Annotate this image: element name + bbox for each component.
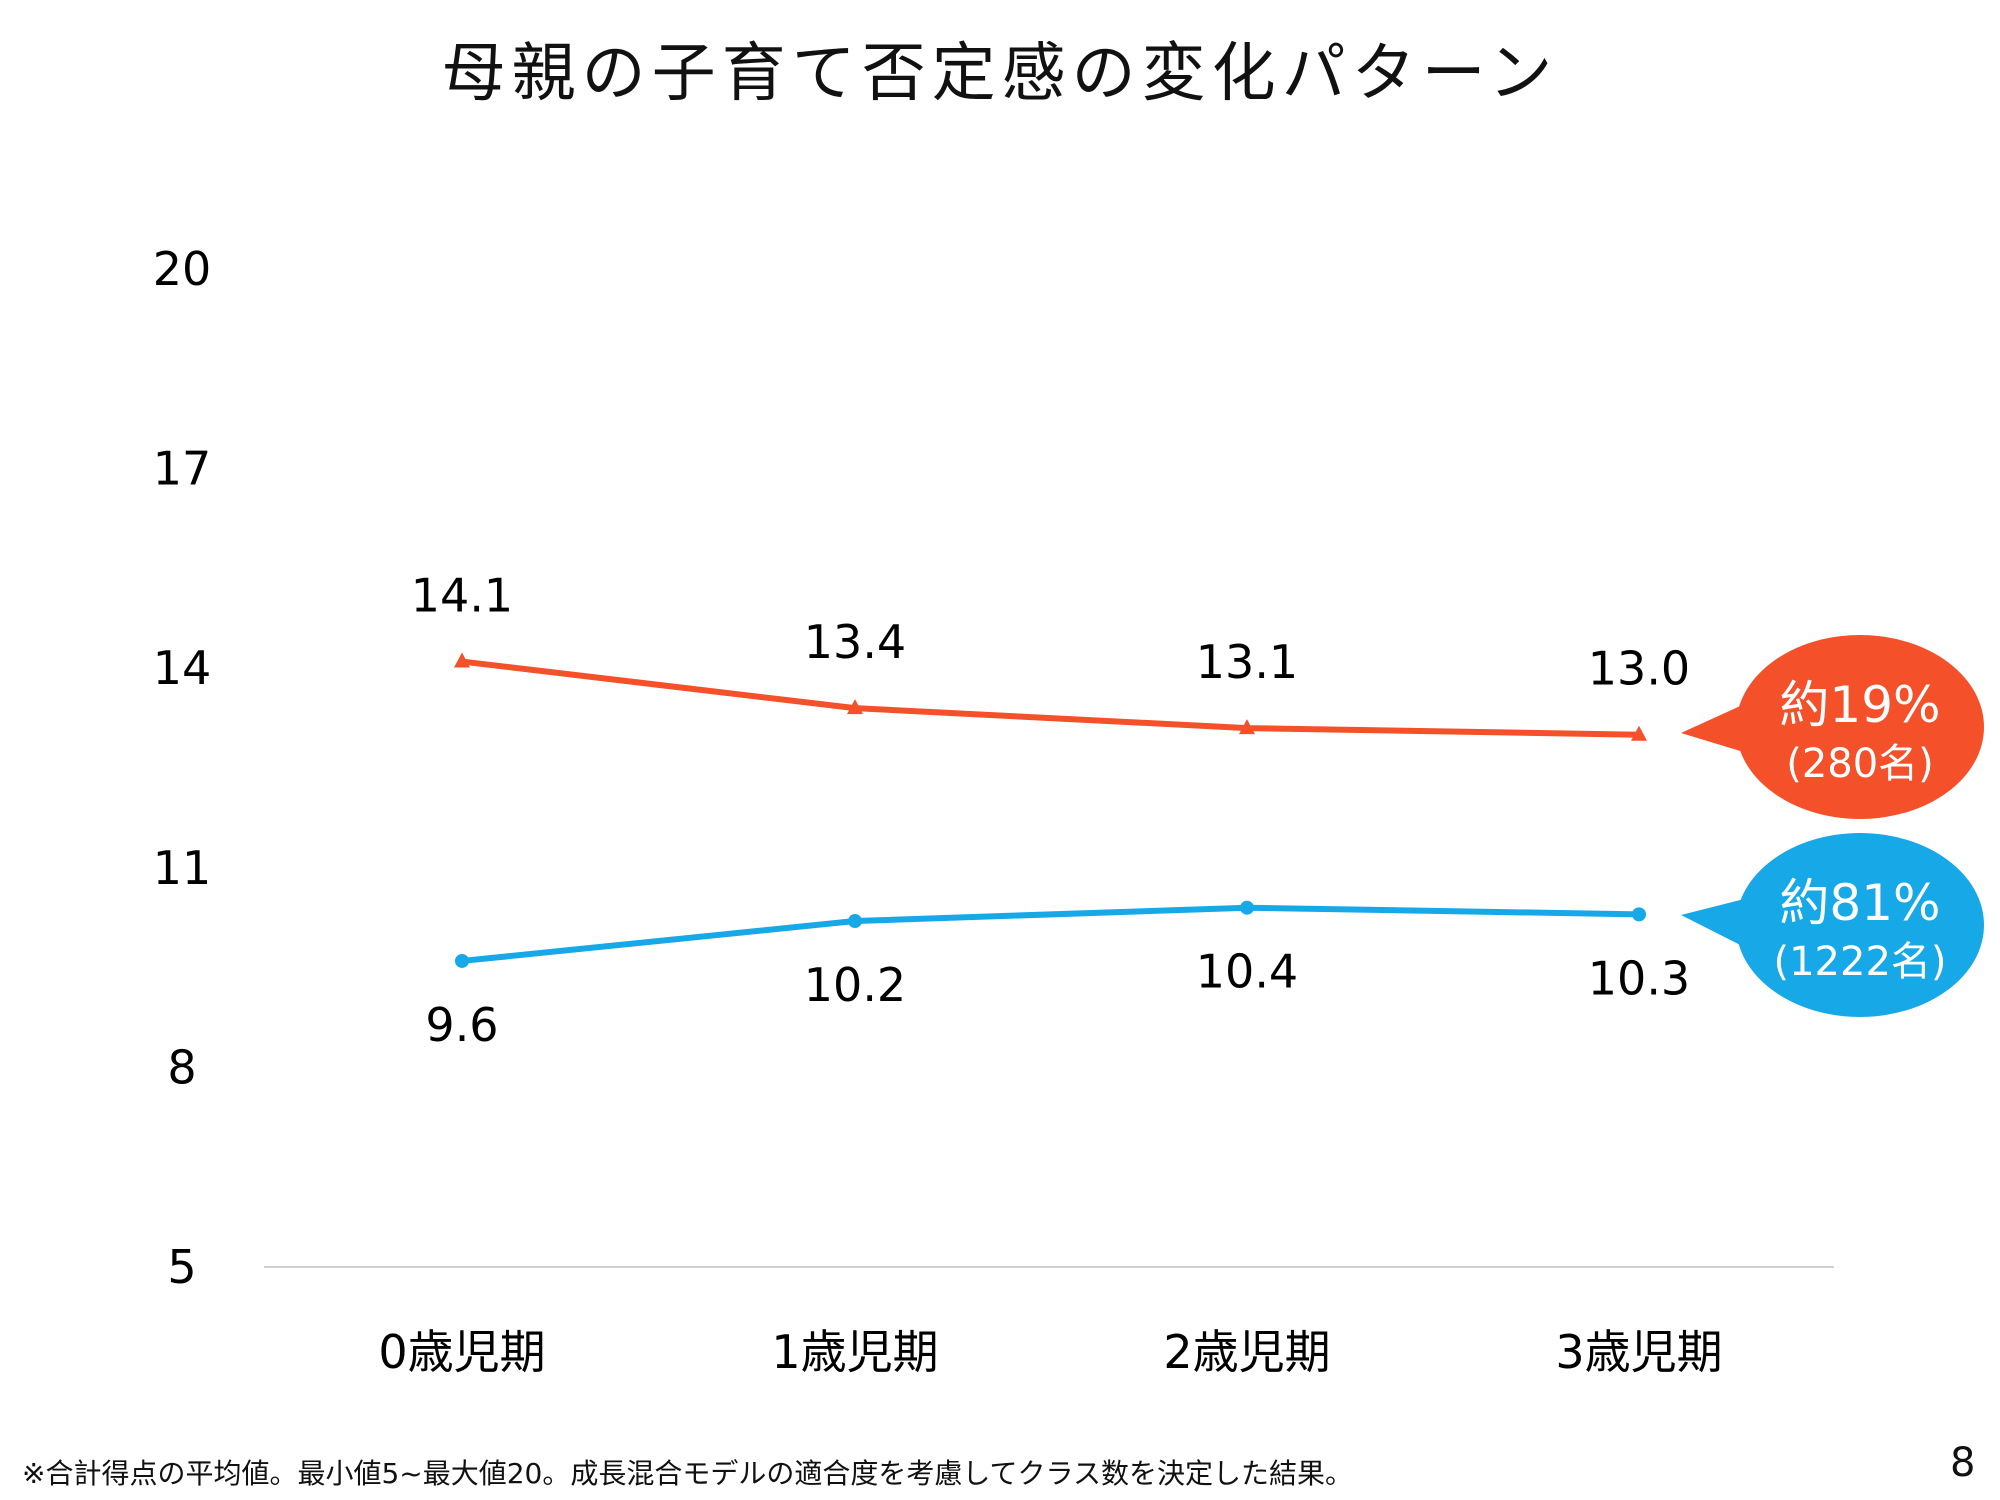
y-tick-label: 11 <box>153 841 212 895</box>
footnote: ※合計得点の平均値。最小値5~最大値20。成長混合モデルの適合度を考慮してクラス… <box>22 1457 1353 1490</box>
legend-count: (1222名) <box>1773 939 1946 985</box>
x-tick-label: 2歳児期 <box>1163 1325 1330 1379</box>
callout-bubble <box>1736 833 1984 1017</box>
page-number: 8 <box>1950 1440 1976 1486</box>
data-label: 13.1 <box>1196 635 1298 689</box>
data-point-circle <box>455 953 469 968</box>
data-label: 10.4 <box>1196 945 1298 999</box>
data-point-triangle <box>1239 719 1255 735</box>
x-tick-label: 3歳児期 <box>1555 1325 1722 1379</box>
legend-percent: 約81% <box>1779 874 1940 932</box>
data-label: 13.4 <box>804 615 906 669</box>
data-point-triangle <box>1631 725 1647 741</box>
y-tick-label: 5 <box>167 1240 196 1294</box>
legend-count: (280名) <box>1786 741 1934 787</box>
legend-percent: 約19% <box>1779 676 1940 734</box>
data-point-circle <box>1632 907 1646 922</box>
y-tick-label: 17 <box>153 442 212 496</box>
callout-bubble <box>1736 635 1984 819</box>
x-tick-label: 1歳児期 <box>771 1325 938 1379</box>
data-point-triangle <box>847 699 863 715</box>
x-tick-label: 0歳児期 <box>378 1325 545 1379</box>
series-line-1 <box>461 904 1640 964</box>
data-label: 10.3 <box>1588 951 1690 1005</box>
data-point-circle <box>1240 900 1254 915</box>
y-tick-label: 20 <box>153 242 212 296</box>
series-line-0 <box>461 658 1640 738</box>
data-label: 14.1 <box>411 569 513 623</box>
y-tick-label: 8 <box>167 1040 196 1094</box>
data-label: 13.0 <box>1588 642 1690 696</box>
data-label: 9.6 <box>425 998 498 1052</box>
data-label: 10.2 <box>804 958 906 1012</box>
data-point-triangle <box>454 652 470 668</box>
chart-title: 母親の子育て否定感の変化パターン <box>441 37 1559 111</box>
y-tick-label: 14 <box>153 641 212 695</box>
data-point-circle <box>848 914 862 929</box>
